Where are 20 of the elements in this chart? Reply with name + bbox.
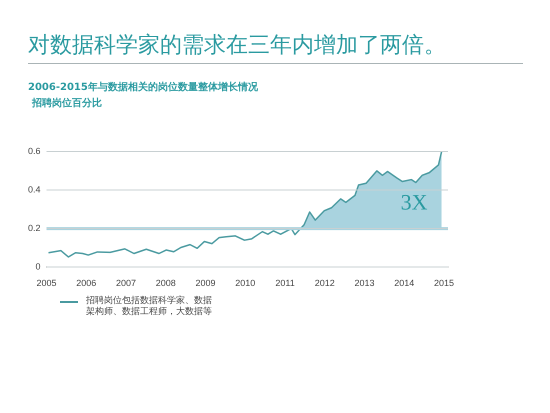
chart-subtitle: 2006-2015年与数据相关的岗位数量整体增长情况 xyxy=(28,80,258,94)
x-tick-label: 2007 xyxy=(116,278,136,288)
x-tick-label: 2015 xyxy=(434,278,454,288)
x-tick-label: 2006 xyxy=(76,278,96,288)
y-tick-label: 0.4 xyxy=(28,184,41,194)
y-axis-title: 招聘岗位百分比 xyxy=(32,96,102,110)
y-tick-label: 0.2 xyxy=(28,223,41,234)
x-tick-label: 2010 xyxy=(235,278,256,288)
y-tick-label: 0 xyxy=(35,262,41,272)
x-tick-label: 2014 xyxy=(394,278,414,288)
chart-title: 对数据科学家的需求在三年内增加了两倍。 xyxy=(28,32,446,60)
legend-label: 招聘岗位包括数据科学家、数据架构师、数据工程师，大数据等 xyxy=(86,296,213,318)
x-tick-label: 2005 xyxy=(36,278,57,288)
y-tick-label: 0.6 xyxy=(28,146,41,156)
x-tick-label: 2013 xyxy=(354,278,375,288)
annotation: 3X xyxy=(400,189,428,214)
x-tick-label: 2012 xyxy=(314,278,335,288)
x-tick-label: 2011 xyxy=(275,278,295,288)
x-tick-label: 2009 xyxy=(196,278,216,288)
x-tick-label: 2008 xyxy=(156,278,176,288)
